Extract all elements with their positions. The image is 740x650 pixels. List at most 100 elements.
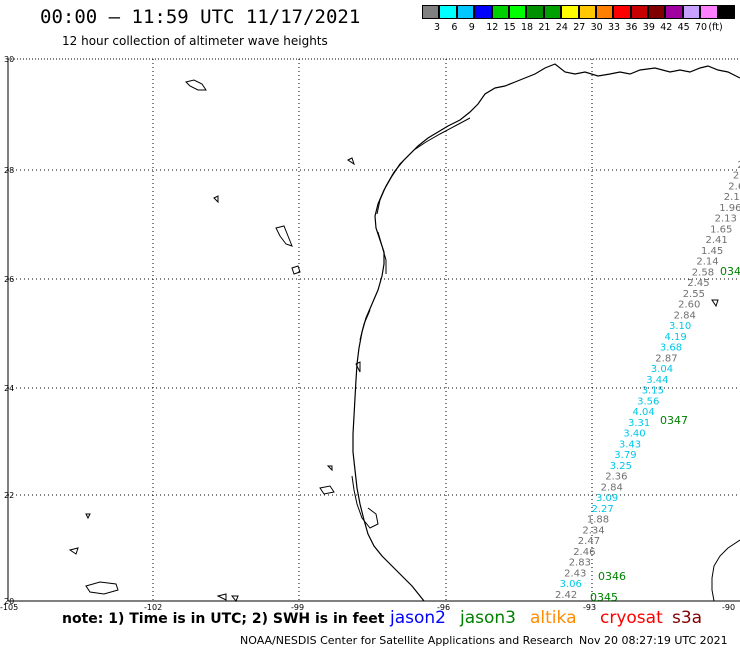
wave-height-reading: 2.14	[696, 257, 718, 268]
wave-height-reading: 3.43	[619, 439, 641, 450]
wave-height-reading: 2.42	[555, 590, 577, 601]
lat-label: 20	[4, 597, 14, 606]
wave-height-reading: 2.60	[678, 300, 700, 311]
legend-swatch	[665, 5, 683, 19]
legend-swatch	[543, 5, 562, 19]
lat-label: 28	[4, 166, 14, 175]
wave-height-reading: 2.45	[687, 278, 709, 289]
wave-height-reading: 2.13	[715, 214, 737, 225]
legend-swatch	[717, 5, 736, 19]
wave-height-reading: 3.09	[596, 493, 618, 504]
wave-height-reading: 2.84	[674, 310, 696, 321]
track-time-label: 034	[720, 265, 740, 278]
wave-height-reading: 3.68	[660, 343, 682, 354]
wave-height-reading: 4.04	[633, 407, 655, 418]
legend-label: 18	[521, 22, 534, 33]
satellite-name: s3a	[672, 608, 703, 628]
legend-label: 27	[573, 22, 586, 33]
longitude-labels: -105 -102 -99 -96 -93 -90	[0, 603, 735, 612]
satellite-name: jason2	[390, 608, 446, 628]
legend-label: 42	[660, 22, 673, 33]
wave-height-reading: 3.10	[669, 321, 691, 332]
legend-label: 12	[486, 22, 499, 33]
wave-height-reading: 3.56	[637, 396, 659, 407]
legend-swatch	[456, 5, 475, 19]
lon-label: -105	[0, 603, 18, 612]
lat-label: 26	[4, 275, 14, 284]
legend-label: 15	[503, 22, 516, 33]
lon-label: -90	[722, 603, 735, 612]
legend-swatch	[630, 5, 649, 19]
legend-swatch	[682, 5, 701, 19]
graticule	[8, 59, 740, 601]
legend-swatch	[578, 5, 596, 19]
latitude-labels: 30 28 26 24 22 20	[4, 55, 14, 606]
wave-height-reading: 2.46	[573, 547, 595, 558]
legend-label: 6	[451, 22, 458, 33]
wave-height-reading: 3.44	[646, 375, 668, 386]
wave-height-reading: 2.58	[692, 267, 714, 278]
legend-swatch	[508, 5, 527, 19]
satellite-name: jason3	[460, 608, 516, 628]
legend-swatch	[491, 5, 509, 19]
legend-swatch	[526, 5, 544, 19]
legend-swatch	[422, 5, 440, 19]
wave-height-reading: 2.7	[733, 171, 740, 182]
wave-height-reading: 3.79	[614, 450, 636, 461]
satellite-name: cryosat	[600, 608, 663, 628]
wave-height-reading: 2.27	[592, 504, 614, 515]
wave-height-reading: 2.47	[578, 536, 600, 547]
credit-line: NOAA/NESDIS Center for Satellite Applica…	[240, 634, 574, 647]
legend-label: 3	[434, 22, 441, 33]
legend-swatch	[439, 5, 457, 19]
legend-swatch	[700, 5, 718, 19]
wave-height-reading: 2.34	[582, 526, 604, 537]
wave-height-reading: 1.65	[710, 224, 732, 235]
wave-height-reading: 2.87	[655, 353, 677, 364]
lat-label: 22	[4, 491, 14, 500]
legend-label: 9	[468, 22, 475, 33]
coastline-barrier-islands	[351, 117, 471, 529]
legend-swatch	[613, 5, 631, 19]
color-legend	[422, 5, 736, 21]
wave-height-reading: 2.36	[605, 472, 627, 483]
legend-label: 33	[608, 22, 621, 33]
coastline-east	[711, 539, 740, 602]
altimeter-track: 22.2.72.692.161.962.131.652.411.452.142.…	[555, 160, 740, 604]
legend-label: 21	[538, 22, 551, 33]
legend-label: 24	[555, 22, 568, 33]
legend-label: (ft)	[708, 22, 723, 33]
lat-label: 24	[4, 384, 14, 393]
legend-label: 30	[590, 22, 603, 33]
footer-note: note: 1) Time is in UTC; 2) SWH is in fe…	[62, 611, 385, 627]
wave-height-reading: 3.31	[628, 418, 650, 429]
wave-height-reading: 3.15	[642, 386, 664, 397]
wave-height-reading: 2.43	[564, 569, 586, 580]
wave-height-reading: 2.	[737, 160, 740, 171]
map-subtitle: 12 hour collection of altimeter wave hei…	[62, 34, 328, 48]
legend-swatch	[561, 5, 579, 19]
lon-label: -96	[437, 603, 450, 612]
wave-height-reading: 1.88	[587, 515, 609, 526]
legend-label: 70	[695, 22, 708, 33]
track-time-label: 0346	[598, 570, 626, 583]
legend-label: 39	[642, 22, 655, 33]
track-time-label: 0345	[590, 591, 618, 604]
wave-height-reading: 3.04	[651, 364, 673, 375]
lon-label: -99	[291, 603, 304, 612]
track-time-label: 0347	[660, 414, 688, 427]
legend-swatch	[474, 5, 492, 19]
wave-height-reading: 2.84	[601, 482, 623, 493]
wave-height-reading: 1.45	[701, 246, 723, 257]
legend-swatch	[595, 5, 614, 19]
wave-height-reading: 2.16	[724, 192, 740, 203]
wave-height-reading: 2.83	[569, 558, 591, 569]
map-title: 00:00 – 11:59 UTC 11/17/2021	[40, 6, 361, 28]
wave-height-reading: 2.55	[683, 289, 705, 300]
wave-height-reading: 2.41	[706, 235, 728, 246]
generated-timestamp: Nov 20 08:27:19 UTC 2021	[579, 634, 728, 647]
legend-swatch	[648, 5, 666, 19]
wave-height-reading: 3.06	[560, 579, 582, 590]
lon-label: -102	[144, 603, 162, 612]
